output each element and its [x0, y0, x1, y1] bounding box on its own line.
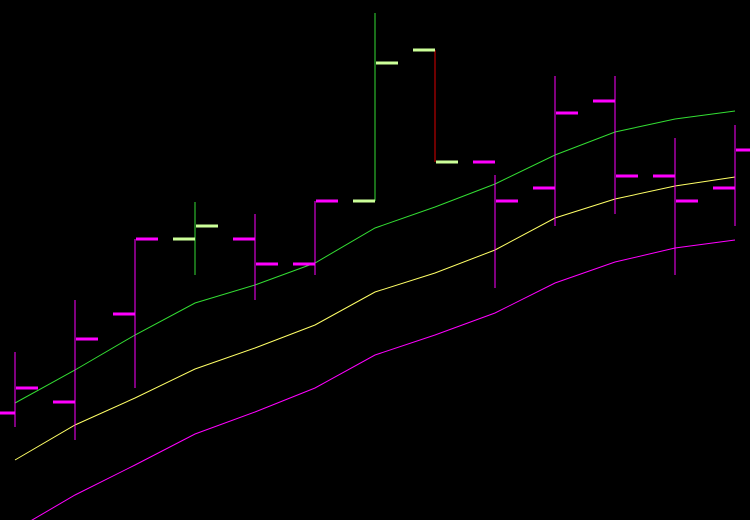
band-line — [31, 239, 736, 520]
band-line — [14, 176, 736, 461]
